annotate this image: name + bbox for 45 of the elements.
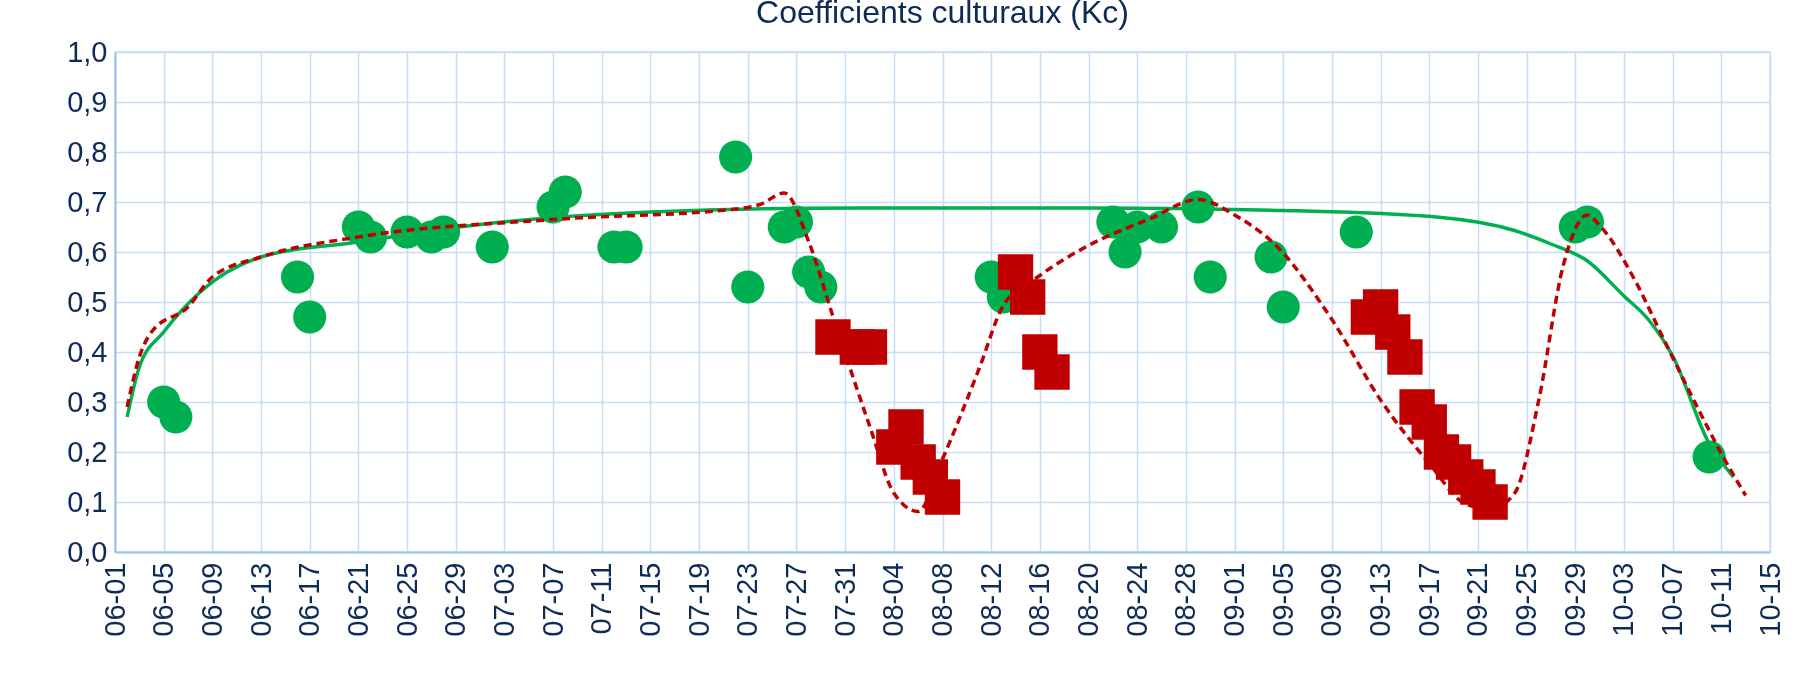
y-tick-label: 0,1 [67,485,108,518]
x-tick-label: 08-24 [1120,562,1153,637]
x-tick-label: 07-03 [487,562,520,637]
x-tick-label: 06-17 [293,562,326,637]
y-tick-label: 0,2 [67,435,108,468]
x-tick-label: 10-11 [1704,562,1737,635]
x-tick-label: 10-15 [1753,562,1786,637]
x-tick-label: 08-04 [877,562,910,637]
y-tick-label: 0,3 [67,385,108,418]
x-tick-label: 07-15 [633,562,666,637]
x-tick-label: 09-01 [1218,562,1251,637]
x-tick-label: 07-11 [585,562,618,635]
x-tick-label: 08-12 [974,562,1007,637]
x-tick-label: 09-29 [1558,562,1591,637]
x-tick-label: 08-16 [1023,562,1056,637]
y-tick-label: 0,7 [67,185,108,218]
y-tick-label: 0,8 [67,135,108,168]
x-tick-label: 09-17 [1412,562,1445,637]
chart-title: Coefficients culturaux (Kc) [756,0,1129,30]
x-tick-label: 07-07 [536,562,569,637]
x-tick-label: 09-05 [1266,562,1299,637]
x-tick-label: 09-25 [1510,562,1543,637]
x-tick-label: 06-25 [390,562,423,637]
x-tick-label: 09-09 [1315,562,1348,637]
x-tick-label: 09-21 [1461,562,1494,637]
x-tick-label: 06-29 [439,562,472,637]
y-tick-label: 0,4 [67,335,108,368]
x-tick-label: 06-21 [341,562,374,637]
y-tick-label: 0,6 [67,235,108,268]
x-tick-label: 09-13 [1364,562,1397,637]
x-tick-label: 10-07 [1656,562,1689,637]
x-tick-label: 08-28 [1169,562,1202,637]
x-tick-label: 06-09 [195,562,228,637]
x-tick-label: 08-20 [1072,562,1105,637]
x-tick-label: 07-23 [731,562,764,637]
y-tick-label: 0,9 [67,85,108,118]
y-tick-label: 0,5 [67,285,108,318]
x-tick-label: 10-03 [1607,562,1640,637]
x-tick-label: 07-31 [828,562,861,637]
x-tick-label: 06-05 [147,562,180,637]
x-tick-label: 07-27 [779,562,812,637]
x-tick-label: 06-13 [244,562,277,637]
x-tick-label: 07-19 [682,562,715,637]
y-tick-label: 1,0 [67,35,108,68]
x-tick-label: 08-08 [926,562,958,637]
